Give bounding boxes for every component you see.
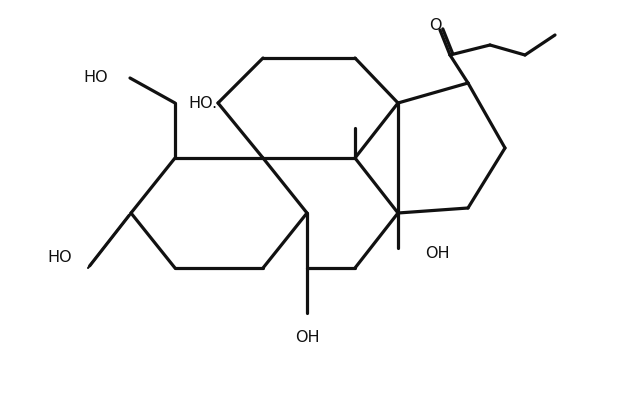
Text: O: O bbox=[429, 18, 441, 33]
Text: HO.: HO. bbox=[189, 96, 218, 111]
Text: HO: HO bbox=[47, 250, 72, 265]
Text: HO: HO bbox=[83, 70, 108, 86]
Text: OH: OH bbox=[425, 246, 450, 261]
Text: OH: OH bbox=[294, 330, 319, 345]
